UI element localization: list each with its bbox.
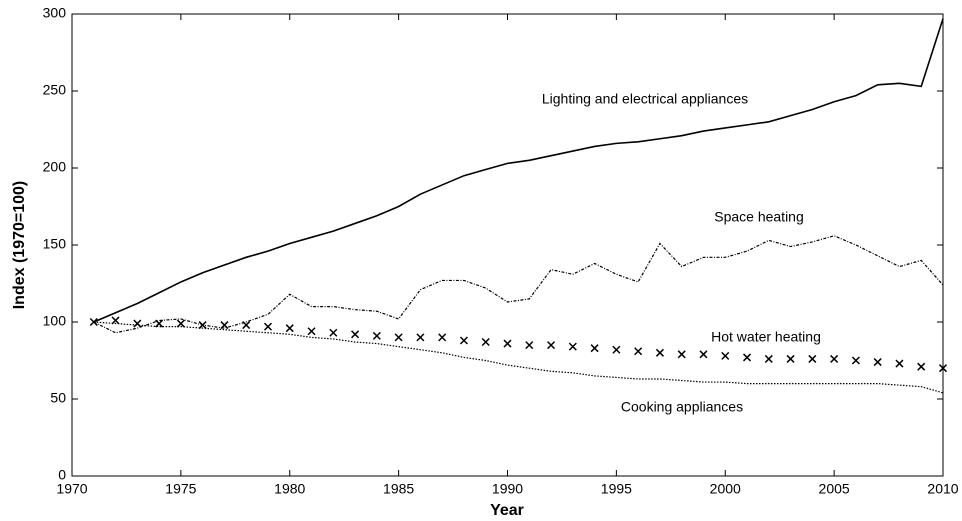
x-tick-label: 1970 (56, 481, 87, 497)
series-annotation: Cooking appliances (621, 399, 743, 415)
y-tick-label: 200 (43, 159, 67, 175)
marker (220, 321, 229, 330)
marker (285, 324, 294, 333)
marker (307, 327, 316, 336)
x-tick-label: 1980 (274, 481, 305, 497)
marker (873, 358, 882, 367)
marker (808, 354, 817, 363)
marker (786, 354, 795, 363)
x-tick-label: 2005 (819, 481, 850, 497)
marker (329, 328, 338, 337)
marker (459, 336, 468, 345)
marker (372, 331, 381, 340)
marker (742, 353, 752, 362)
marker (394, 333, 403, 342)
marker (830, 354, 839, 363)
y-tick-label: 300 (43, 5, 67, 21)
marker (547, 341, 556, 350)
marker (568, 342, 577, 351)
marker (764, 354, 773, 363)
x-tick-label: 1985 (383, 481, 414, 497)
marker (721, 351, 730, 360)
marker (198, 321, 207, 330)
marker (263, 322, 273, 331)
marker (655, 348, 664, 357)
x-tick-label: 1975 (165, 481, 196, 497)
x-tick-label: 1995 (601, 481, 632, 497)
marker (438, 333, 447, 342)
marker (525, 341, 534, 350)
marker (133, 319, 142, 328)
marker (351, 330, 360, 339)
y-axis-label: Index (1970=100) (11, 181, 28, 310)
marker (699, 350, 708, 359)
marker (612, 345, 621, 354)
marker (634, 347, 643, 356)
y-tick-label: 250 (43, 82, 67, 98)
y-tick-label: 150 (43, 236, 67, 252)
plot-frame (71, 13, 944, 477)
marker (242, 321, 251, 330)
series-line (93, 321, 944, 394)
series-annotation: Lighting and electrical appliances (542, 91, 748, 107)
y-tick-label: 0 (58, 467, 66, 483)
series-annotation: Space heating (714, 209, 804, 225)
y-tick-label: 100 (43, 313, 67, 329)
marker (503, 339, 512, 348)
marker (677, 350, 686, 359)
series-line (93, 18, 944, 323)
series-line (93, 235, 944, 334)
x-axis-label: Year (490, 502, 524, 519)
marker (917, 362, 926, 371)
x-tick-label: 1990 (492, 481, 523, 497)
marker (895, 359, 904, 368)
marker (938, 364, 948, 373)
marker (851, 356, 860, 365)
marker (590, 344, 599, 353)
marker (416, 333, 425, 342)
marker (176, 319, 185, 328)
x-tick-label: 2000 (710, 481, 741, 497)
marker (481, 337, 490, 347)
series-annotation: Hot water heating (711, 329, 821, 345)
marker (155, 319, 164, 328)
x-tick-label: 2010 (927, 481, 958, 497)
y-tick-label: 50 (50, 390, 66, 406)
